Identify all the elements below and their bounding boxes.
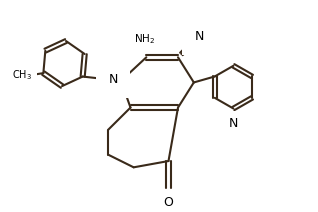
Text: N: N bbox=[195, 29, 204, 43]
Text: O: O bbox=[163, 196, 173, 209]
Text: NH$_2$: NH$_2$ bbox=[134, 32, 155, 46]
Text: CH$_3$: CH$_3$ bbox=[12, 68, 32, 82]
Text: N: N bbox=[229, 117, 238, 130]
Text: N: N bbox=[108, 73, 118, 86]
